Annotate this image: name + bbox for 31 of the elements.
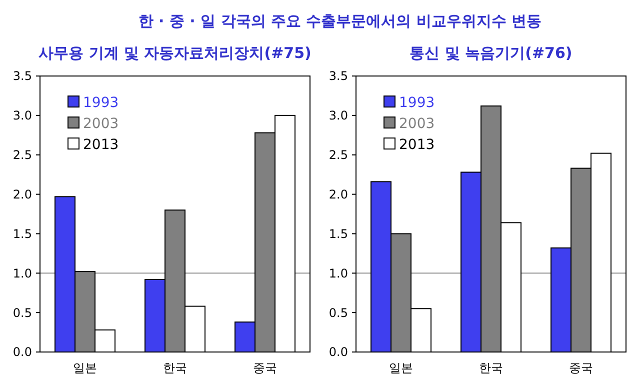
legend-label: 2013 bbox=[399, 136, 435, 153]
y-tick-label: 0.0 bbox=[328, 345, 348, 360]
y-tick-label: 1.5 bbox=[328, 226, 348, 241]
legend-label: 1993 bbox=[83, 94, 119, 111]
x-tick-label: 일본 bbox=[73, 361, 97, 375]
y-tick-label: 2.5 bbox=[328, 148, 348, 162]
chart-subtitle: 사무용 기계 및 자동자료처리장치(#75) bbox=[38, 44, 312, 62]
legend-label: 2003 bbox=[399, 116, 435, 132]
y-tick-label: 1.0 bbox=[328, 266, 348, 280]
text: 한 · 중 · 일 각국의 주요 수출부문에서의 비교우위지수 변동 bbox=[138, 12, 542, 30]
chart-title: 통신 및 녹음기기(#76) bbox=[410, 44, 572, 62]
y-tick-label: 0.5 bbox=[328, 306, 348, 320]
legend-label: 2013 bbox=[83, 136, 119, 153]
y-tick-label: 3.0 bbox=[12, 108, 32, 123]
y-tick-label: 3.0 bbox=[328, 108, 348, 123]
y-tick-label: 3.5 bbox=[12, 69, 32, 84]
y-tick-label: 0.5 bbox=[12, 306, 32, 320]
x-tick-label: 중국 bbox=[253, 361, 277, 375]
x-tick-label: 한국 bbox=[479, 361, 503, 375]
legend-label: 2003 bbox=[83, 116, 119, 132]
y-tick-label: 1.0 bbox=[12, 266, 32, 280]
y-tick-label: 2.0 bbox=[12, 187, 32, 202]
y-tick-label: 2.5 bbox=[12, 148, 32, 162]
x-tick-label: 한국 bbox=[163, 361, 187, 375]
x-tick-label: 일본 bbox=[389, 361, 413, 375]
y-tick-label: 1.5 bbox=[12, 226, 32, 241]
y-tick-label: 0.0 bbox=[12, 345, 32, 360]
legend-label: 1993 bbox=[399, 94, 435, 111]
y-tick-label: 2.0 bbox=[328, 187, 348, 202]
y-tick-label: 3.5 bbox=[328, 69, 348, 84]
x-tick-label: 중국 bbox=[569, 361, 593, 375]
